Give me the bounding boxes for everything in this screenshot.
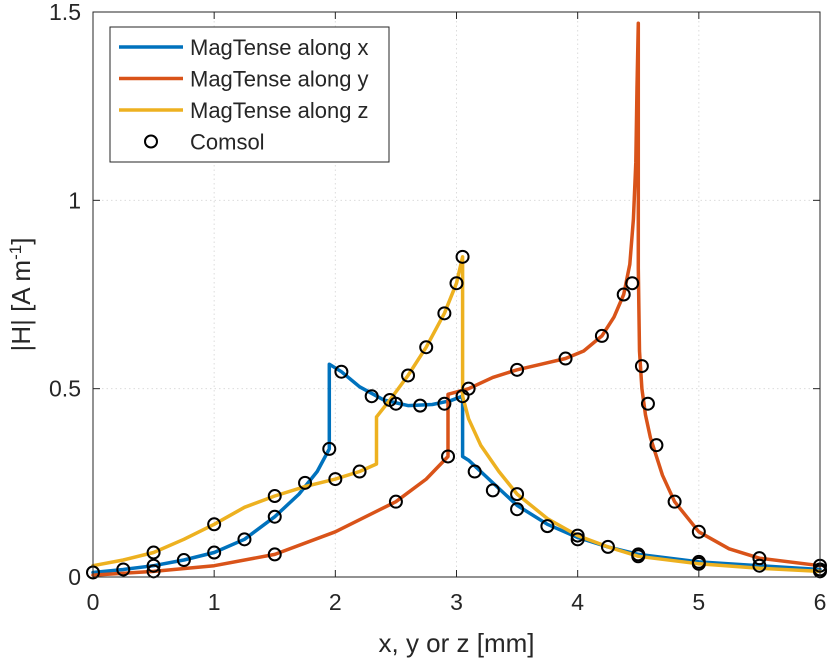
comsol-marker [328,472,343,487]
comsol-marker [267,489,282,504]
comsol-marker [237,532,252,547]
legend-marker [144,134,158,149]
comsol-marker [467,464,482,479]
y-tick-label: 1 [68,187,81,213]
y-tick-label: 0 [68,564,81,590]
comsol-marker [441,449,456,464]
y-axis-label-main: |H| [A m [6,260,36,352]
y-tick-label: 1.5 [49,0,81,25]
x-tick-label: 3 [450,589,463,615]
legend-item-magtense-y: MagTense along y [119,67,369,92]
comsol-marker [540,519,555,534]
comsol-marker [322,441,337,456]
comsol-markers [86,249,827,580]
comsol-marker [419,340,434,355]
comsol-marker [298,475,313,490]
comsol-marker [558,351,573,366]
comsol-marker [401,368,416,383]
comsol-marker [267,509,282,524]
comsol-marker [600,539,615,554]
comsol-marker [388,494,403,509]
legend-label: MagTense along y [190,67,369,92]
comsol-marker [667,494,682,509]
x-tick-label: 5 [692,589,705,615]
y-axis-label-suffix: ] [6,238,36,245]
comsol-marker [267,547,282,562]
y-tick-label: 0.5 [49,376,81,402]
comsol-marker [116,562,131,577]
comsol-marker [510,487,525,502]
comsol-marker [449,276,464,291]
comsol-marker [570,532,585,547]
y-axis-label-superscript: -1 [6,245,25,260]
comsol-marker [352,464,367,479]
comsol-marker [570,528,585,543]
comsol-marker [631,549,646,564]
legend-item-magtense-x: MagTense along x [119,35,369,60]
comsol-marker [691,524,706,539]
legend-label: MagTense along x [190,35,369,60]
comsol-marker [594,328,609,343]
comsol-marker [437,306,452,321]
comsol-marker [634,359,649,374]
x-tick-label: 0 [87,589,100,615]
comsol-marker [640,396,655,411]
x-tick-label: 2 [329,589,342,615]
legend-item-comsol: Comsol [144,130,265,155]
y-axis-label: |H| [A m-1] [6,238,37,352]
series-line-y [91,21,822,577]
comsol-marker [437,396,452,411]
comsol-marker [691,556,706,571]
comsol-marker [382,392,397,407]
comsol-marker [485,483,500,498]
comsol-marker [461,381,476,396]
legend-label: MagTense along z [190,98,369,123]
x-tick-label: 6 [814,589,827,615]
comsol-marker [364,389,379,404]
comsol-marker [146,558,161,573]
axis-ticks: 0 1 2 3 4 5 6 0 0.5 1 1.5 [49,0,826,615]
legend: MagTense along x MagTense along y MagTense… [109,26,390,163]
legend-item-magtense-z: MagTense along z [119,98,369,123]
x-axis-label: x, y or z [mm] [379,628,535,658]
legend-label: Comsol [190,130,265,155]
comsol-marker [752,558,767,573]
comsol-marker [146,545,161,560]
comsol-marker [455,249,470,264]
x-tick-label: 1 [208,589,221,615]
comsol-marker [207,517,222,532]
comsol-marker [752,551,767,566]
comsol-marker [510,362,525,377]
comsol-marker [413,398,428,413]
comsol-marker [510,502,525,517]
comsol-marker [207,545,222,560]
comsol-marker [625,276,640,291]
comsol-marker [176,553,191,568]
comsol-marker [616,287,631,302]
comsol-marker [649,438,664,453]
comsol-marker [334,364,349,379]
x-tick-label: 4 [571,589,584,615]
